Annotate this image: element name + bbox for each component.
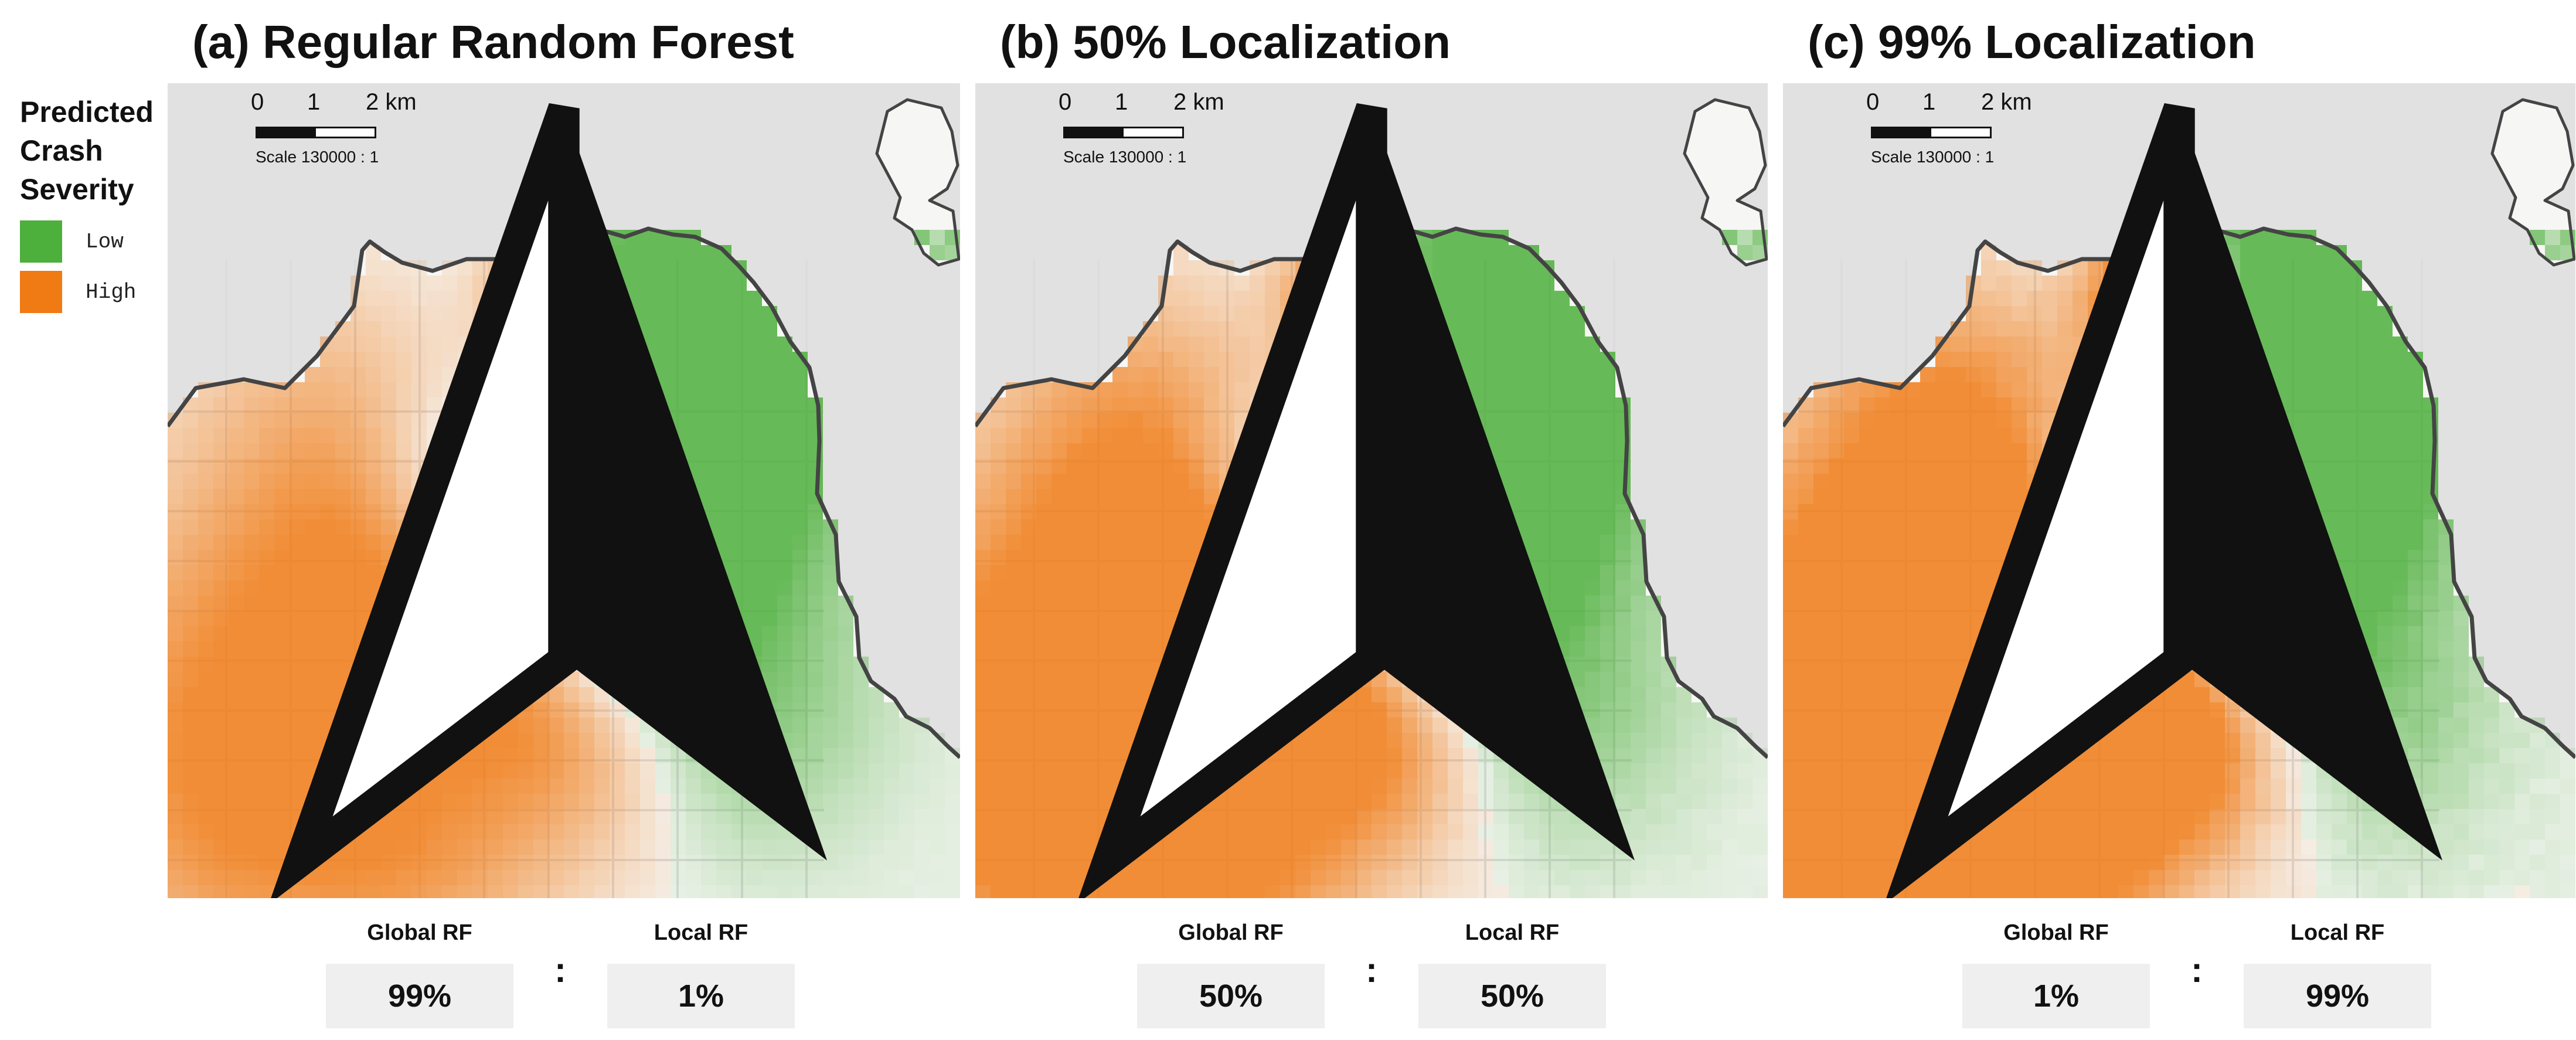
scale-tick-2: 2 km <box>1981 89 2032 115</box>
ratio-colon: : <box>1366 950 1377 990</box>
scale-bar: 0 1 2 km Scale 130000 : 1 <box>251 89 431 177</box>
local-rf-box: 50% <box>1418 964 1606 1028</box>
map-panel-c: (c) 99% Localization 0 1 2 km Scale 1300… <box>1783 0 2575 1040</box>
local-rf-label: Local RF <box>2290 920 2385 945</box>
global-rf-value: 1% <box>2033 978 2080 1014</box>
global-rf-label: Global RF <box>1178 920 1284 945</box>
map-view[interactable]: 0 1 2 km Scale 130000 : 1 <box>168 83 960 898</box>
ratio-group: Global RF 1% : Local RF 99% <box>1962 920 2431 1038</box>
scale-tick-1: 1 <box>1922 89 1936 115</box>
map-view[interactable]: 0 1 2 km Scale 130000 : 1 <box>975 83 1768 898</box>
scale-tick-0: 0 <box>1059 89 1072 115</box>
map-view[interactable]: 0 1 2 km Scale 130000 : 1 <box>1783 83 2575 898</box>
panel-title: (b) 50% Localization <box>1000 16 1451 68</box>
scale-bar: 0 1 2 km Scale 130000 : 1 <box>1059 89 1239 177</box>
scale-tick-1: 1 <box>1115 89 1128 115</box>
map-panel-b: (b) 50% Localization 0 1 2 km Scale 1300… <box>975 0 1768 1040</box>
local-rf-box: 1% <box>607 964 795 1028</box>
legend-label-low: Low <box>86 229 124 254</box>
north-arrow-icon <box>1078 103 1635 898</box>
ratio-colon: : <box>554 950 566 990</box>
ratio-colon: : <box>2191 950 2203 990</box>
global-rf-value: 99% <box>387 978 452 1014</box>
legend-title: Predicted Crash Severity <box>20 96 154 206</box>
legend-item-low: Low <box>20 220 166 263</box>
global-rf-box: 1% <box>1962 964 2150 1028</box>
scale-tick-1: 1 <box>307 89 321 115</box>
scale-tick-0: 0 <box>251 89 264 115</box>
panel-title: (a) Regular Random Forest <box>192 16 794 68</box>
global-rf-box: 50% <box>1137 964 1325 1028</box>
map-panel-a: (a) Regular Random Forest 0 1 2 km Scale… <box>168 0 960 1040</box>
scale-text: Scale 130000 : 1 <box>1063 148 1187 166</box>
legend-swatch-high <box>20 271 62 313</box>
local-rf-value: 50% <box>1480 978 1544 1014</box>
panel-title: (c) 99% Localization <box>1808 16 2256 68</box>
global-rf-label: Global RF <box>367 920 472 945</box>
local-rf-value: 1% <box>678 978 724 1014</box>
legend-swatch-low <box>20 220 62 263</box>
global-rf-value: 50% <box>1199 978 1263 1014</box>
scale-text: Scale 130000 : 1 <box>256 148 379 166</box>
scale-bar: 0 1 2 km Scale 130000 : 1 <box>1866 89 2047 177</box>
local-rf-label: Local RF <box>654 920 748 945</box>
global-rf-label: Global RF <box>2003 920 2109 945</box>
legend-item-high: High <box>20 271 166 313</box>
ratio-group: Global RF 50% : Local RF 50% <box>1137 920 1606 1038</box>
scale-tick-2: 2 km <box>366 89 417 115</box>
local-rf-label: Local RF <box>1465 920 1560 945</box>
legend-label-high: High <box>86 280 137 304</box>
local-rf-value: 99% <box>2305 978 2370 1014</box>
ratio-group: Global RF 99% : Local RF 1% <box>326 920 795 1038</box>
north-arrow-icon <box>271 103 828 898</box>
north-arrow-icon <box>1886 103 2443 898</box>
local-rf-box: 99% <box>2244 964 2431 1028</box>
legend: Predicted Crash Severity Low High <box>20 93 166 313</box>
scale-tick-2: 2 km <box>1173 89 1224 115</box>
scale-tick-0: 0 <box>1866 89 1880 115</box>
scale-text: Scale 130000 : 1 <box>1871 148 1995 166</box>
global-rf-box: 99% <box>326 964 513 1028</box>
